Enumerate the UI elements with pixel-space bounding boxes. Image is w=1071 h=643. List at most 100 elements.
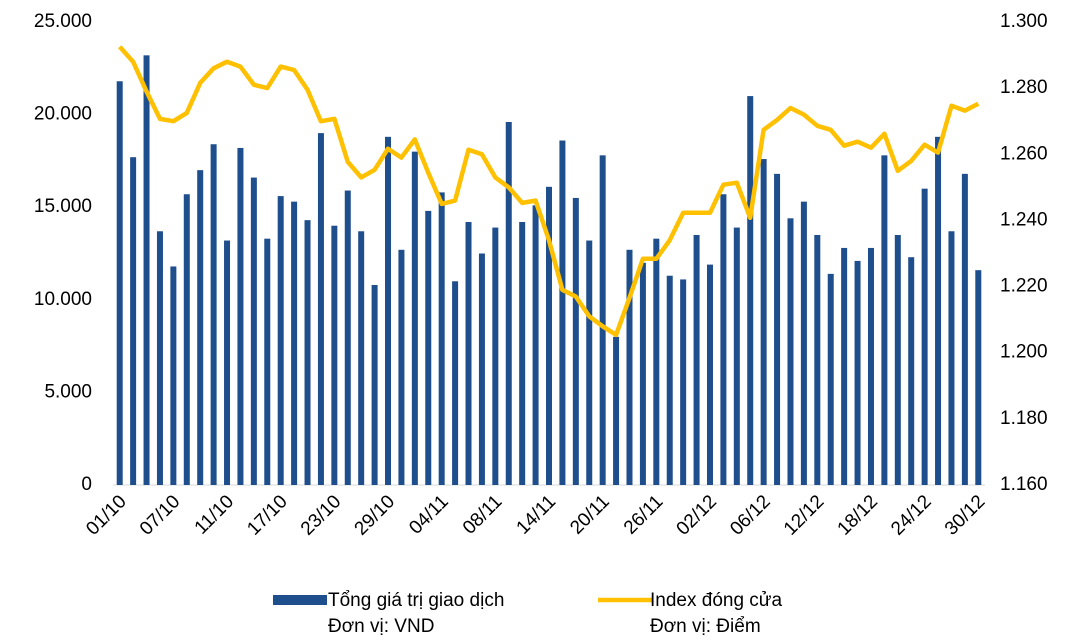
x-tick-label: 01/10: [82, 491, 130, 539]
bar: [693, 234, 700, 485]
x-tick-label: 02/12: [673, 491, 721, 539]
y-tick-label: 20.000: [34, 104, 92, 125]
bar: [438, 192, 445, 485]
y2-tick-label: 1.280: [1000, 77, 1048, 98]
bar: [800, 201, 807, 486]
y-tick-label: 0: [81, 474, 92, 495]
x-tick-label: 30/12: [941, 491, 989, 539]
y2-tick-label: 1.300: [1000, 11, 1048, 32]
bar: [478, 253, 485, 485]
bar: [237, 147, 244, 485]
bar: [143, 55, 150, 485]
bar: [505, 122, 512, 486]
bar: [492, 227, 499, 485]
index-line: [118, 45, 980, 338]
bar: [358, 231, 365, 485]
y2-tick-label: 1.160: [1000, 474, 1048, 495]
bar: [291, 201, 298, 486]
y-tick-label: 25.000: [34, 11, 92, 32]
bar: [344, 190, 351, 486]
bar: [264, 238, 271, 485]
bar: [894, 234, 901, 485]
bar: [680, 279, 687, 485]
bar: [841, 247, 848, 485]
bar: [250, 177, 257, 485]
bar: [277, 196, 284, 485]
bar: [975, 270, 982, 485]
bar: [331, 225, 338, 485]
x-tick-label: 24/12: [887, 491, 935, 539]
y2-tick-label: 1.240: [1000, 209, 1048, 230]
legend-label: Index đóng cửa: [650, 590, 783, 611]
bar: [210, 144, 217, 485]
bar: [733, 227, 740, 485]
legend-unit: Đơn vị: Điểm: [650, 616, 761, 637]
bar: [371, 284, 378, 485]
bar: [827, 273, 834, 485]
bar: [666, 275, 673, 485]
bar: [572, 197, 579, 485]
bar: [224, 240, 231, 485]
bar: [183, 194, 190, 485]
bar: [760, 159, 767, 485]
bar: [626, 249, 633, 485]
x-tick-label: 20/11: [566, 491, 613, 538]
bar: [317, 133, 324, 485]
bar: [639, 262, 646, 485]
x-tick-label: 08/11: [459, 491, 506, 538]
bar: [948, 231, 955, 485]
bar: [130, 157, 137, 486]
bar: [908, 257, 915, 485]
bar: [814, 234, 821, 485]
y2-tick-label: 1.180: [1000, 408, 1048, 429]
bar: [465, 222, 472, 486]
bar: [304, 220, 311, 485]
x-tick-label: 23/10: [297, 491, 345, 539]
y2-tick-label: 1.200: [1000, 342, 1048, 363]
bar: [787, 218, 794, 485]
y2-tick-label: 1.260: [1000, 143, 1048, 164]
y-tick-label: 10.000: [34, 289, 92, 310]
y2-tick-label: 1.220: [1000, 276, 1048, 297]
bar: [881, 155, 888, 485]
bar: [747, 96, 754, 485]
bar: [961, 173, 968, 485]
bar: [546, 186, 552, 485]
bar: [452, 281, 459, 485]
x-tick-label: 06/12: [726, 491, 774, 539]
x-tick-label: 12/12: [780, 491, 828, 539]
legend-label: Tổng giá trị giao dịch: [328, 590, 504, 611]
x-tick-label: 07/10: [136, 491, 184, 539]
bar: [867, 247, 874, 485]
bar: [720, 194, 727, 485]
x-tick-label: 29/10: [351, 491, 399, 539]
bar: [197, 170, 204, 485]
bar: [599, 155, 606, 485]
y-tick-label: 15.000: [34, 196, 92, 217]
bar: [586, 240, 593, 485]
bar: [116, 81, 123, 485]
legend-unit: Đơn vị: VND: [328, 616, 434, 637]
x-tick-label: 17/10: [243, 491, 291, 539]
x-tick-label: 14/11: [513, 491, 560, 538]
bar: [425, 210, 432, 486]
bar: [170, 266, 177, 485]
x-tick-label: 26/11: [620, 491, 667, 538]
bar: [921, 188, 928, 485]
y-tick-label: 5.000: [44, 381, 92, 402]
bar: [613, 336, 620, 485]
bar: [411, 151, 418, 485]
bar: [519, 222, 526, 486]
bar: [653, 238, 660, 485]
bar: [935, 136, 942, 485]
bar: [774, 173, 781, 485]
x-tick-label: 18/12: [834, 491, 882, 539]
bar: [398, 249, 405, 485]
bar: [559, 140, 566, 485]
x-tick-label: 04/11: [405, 491, 452, 538]
legend-swatch: [273, 595, 327, 605]
bar: [156, 231, 163, 485]
x-tick-label: 11/10: [191, 491, 238, 538]
bar: [385, 136, 392, 485]
